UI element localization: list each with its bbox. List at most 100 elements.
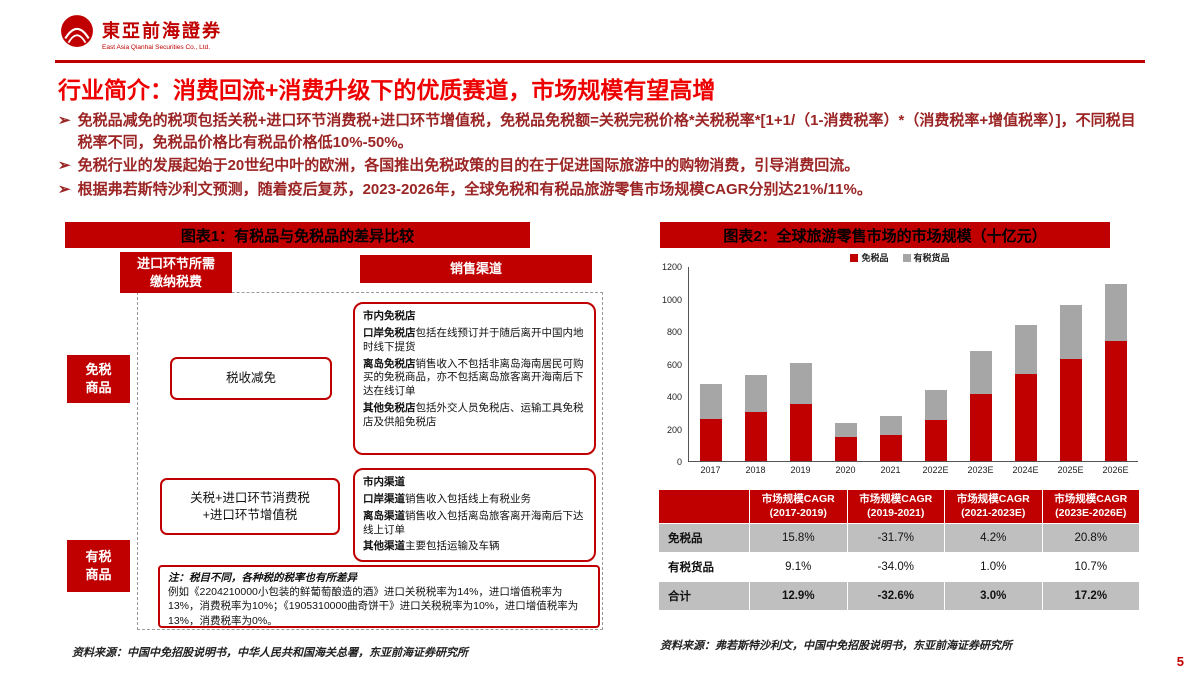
- header-divider: [55, 60, 1145, 63]
- table-cell: 20.8%: [1041, 523, 1140, 554]
- taxed-channel-box: 市内渠道口岸渠道销售收入包括线上有税业务离岛渠道销售收入包括离岛旅客离开海南后下…: [353, 468, 596, 562]
- table-header-cell: 市场规模CAGR (2017-2019): [749, 488, 848, 525]
- bullet-item: ➢ 免税品减免的税项包括关税+进口环节消费税+进口环节增值税，免税品免税额=关税完…: [58, 110, 1148, 154]
- diagram-dashed-frame: [137, 292, 603, 630]
- x-tick-label: 2026E: [1102, 465, 1129, 475]
- import-tax-header-box: 进口环节所需 缴纳税费: [120, 252, 232, 293]
- bullet-text: 免税品减免的税项包括关税+进口环节消费税+进口环节增值税，免税品免税额=关税完税…: [77, 112, 1136, 152]
- bar-segment: [790, 362, 813, 405]
- channel-line: 其他渠道主要包括运输及车辆: [363, 540, 500, 553]
- bar-segment: [1014, 374, 1037, 461]
- bar-segment: [969, 393, 992, 461]
- table-cell: 4.2%: [944, 523, 1043, 554]
- channel-line: 口岸免税店包括在线预订并于随后离开中国内地时线下提货: [363, 326, 584, 353]
- stacked-bar: [745, 374, 768, 461]
- figure2-source: 资料来源：弗若斯特沙利文，中国中免招股说明书，东亚前海证券研究所: [660, 640, 1012, 652]
- y-tick-label: 0: [676, 457, 682, 467]
- table-cell: 17.2%: [1041, 581, 1140, 612]
- bullet-text: 根据弗若斯特沙利文预测，随着疫后复苏，2023-2026年，全球免税和有税品旅游…: [77, 180, 872, 198]
- bar-segment: [924, 419, 947, 461]
- duty-free-tax-box: 税收减免: [170, 357, 332, 400]
- channel-line: 市内免税店: [363, 310, 416, 322]
- bullet-item: ➢ 免税行业的发展起始于20世纪中叶的欧洲，各国推出免税政策的目的在于促进国际旅游…: [58, 155, 1148, 177]
- taxed-goods-label: 有税 商品: [67, 540, 130, 592]
- stacked-bar: [1014, 324, 1037, 461]
- stacked-bar: [1104, 283, 1127, 461]
- note-body: 例如《2204210000小包装的鲜葡萄酿造的酒》进口关税税率为14%，进口增值…: [168, 586, 579, 627]
- bar-segment: [880, 415, 903, 435]
- channel-line: 其他免税店包括外交人员免税店、运输工具免税店及供船免税店: [363, 402, 584, 429]
- bullet-marker-icon: ➢: [58, 112, 71, 129]
- legend-swatch: [902, 253, 911, 262]
- figure2-title-bar: 图表2：全球旅游零售市场的市场规模（十亿元）: [660, 222, 1110, 248]
- bar-segment: [745, 374, 768, 413]
- x-tick-label: 2025E: [1057, 465, 1084, 475]
- x-tick-label: 2024E: [1012, 465, 1039, 475]
- bar-segment: [745, 412, 768, 461]
- bullet-marker-icon: ➢: [58, 157, 71, 175]
- bar-slot: [914, 390, 959, 461]
- channel-line: 口岸渠道销售收入包括线上有税业务: [363, 492, 531, 505]
- x-tick-label: 2023E: [967, 465, 994, 475]
- legend-item: 免税品: [850, 251, 889, 264]
- y-axis: 0 200 400 600 800 1000 1200: [660, 262, 685, 467]
- bar-slot: [869, 415, 914, 461]
- stacked-bar: [924, 390, 947, 461]
- channel-line: 离岛渠道销售收入包括离岛旅客离开海南后下达线上订单: [363, 509, 584, 536]
- brand-subtitle: East Asia Qianhai Securities Co., Ltd.: [102, 43, 211, 51]
- table-cell: 1.0%: [944, 552, 1043, 583]
- chart-legend: 免税品 有税货品: [660, 251, 1140, 264]
- channel-line: 离岛免税店销售收入不包括非离岛海南居民可购买的免税商品，亦不包括离岛旅客离开海南…: [363, 357, 584, 398]
- brand-logo-icon: [60, 14, 94, 53]
- chart-plot: [688, 267, 1138, 462]
- sales-channel-header-box: 销售渠道: [360, 255, 592, 283]
- table-cell: -34.0%: [846, 552, 945, 583]
- bar-slot: [824, 422, 869, 461]
- table-cell: -32.6%: [846, 581, 945, 612]
- bullet-marker-icon: ➢: [58, 180, 71, 198]
- figure1-source: 资料来源：中国中免招股说明书，中华人民共和国海关总署，东亚前海证券研究所: [72, 647, 468, 659]
- y-tick-label: 1200: [661, 262, 682, 272]
- table-cell: 15.8%: [749, 523, 848, 554]
- x-tick-label: 2018: [745, 465, 766, 475]
- brand-header: 東亞前海證券 East Asia Qianhai Securities Co.,…: [60, 14, 222, 53]
- bar-slot: [779, 362, 824, 461]
- bar-slot: [958, 350, 1003, 461]
- note-box: 注：税目不同，各种税的税率也有所差异 例如《2204210000小包装的鲜葡萄酿…: [158, 565, 600, 628]
- row-label-cell: 免税品: [658, 523, 750, 554]
- table-header-cell: 市场规模CAGR (2023E-2026E): [1041, 488, 1140, 525]
- bar-segment: [1014, 324, 1037, 375]
- table-row: 合计 12.9% -32.6% 3.0% 17.2%: [658, 581, 1140, 612]
- bar-slot: [1048, 305, 1093, 461]
- y-tick-label: 600: [666, 359, 682, 370]
- duty-free-channel-box: 市内免税店口岸免税店包括在线预订并于随后离开中国内地时线下提货离岛免税店销售收入…: [353, 302, 596, 455]
- y-tick-label: 800: [666, 327, 682, 337]
- figure1-diagram: 进口环节所需 缴纳税费 销售渠道 免税 商品 税收减免 市内免税店口岸免税店包括…: [65, 248, 610, 643]
- bar-segment: [700, 418, 723, 461]
- table-header-cell: 市场规模CAGR (2019-2021): [846, 488, 945, 525]
- bar-segment: [835, 422, 858, 437]
- bar-segment: [1104, 283, 1127, 341]
- bullet-list: ➢ 免税品减免的税项包括关税+进口环节消费税+进口环节增值税，免税品免税额=关税完…: [58, 110, 1148, 202]
- stacked-bar: [969, 350, 992, 461]
- stacked-bar: [700, 383, 723, 461]
- duty-free-goods-label: 免税 商品: [67, 355, 130, 403]
- table-corner-cell: [658, 488, 750, 525]
- table-header-cell: 市场规模CAGR (2021-2023E): [944, 488, 1043, 525]
- stacked-bar: [1059, 305, 1082, 461]
- bar-slot: [689, 383, 734, 461]
- bar-segment: [1059, 358, 1082, 461]
- table-cell: 3.0%: [944, 581, 1043, 612]
- figure2-chart: 免税品 有税货品 0 200 400 600 800 1000 1200 2017 2018 20…: [660, 251, 1140, 483]
- brand-name: 東亞前海證券: [102, 20, 222, 41]
- y-tick-label: 400: [666, 392, 682, 402]
- stacked-bar: [835, 422, 858, 461]
- channel-line: 市内渠道: [363, 476, 405, 488]
- legend-swatch: [850, 253, 859, 262]
- figure1-title-bar: 图表1：有税品与免税品的差异比较: [65, 222, 530, 248]
- bar-segment: [790, 404, 813, 461]
- bar-segment: [700, 383, 723, 419]
- bullet-text: 免税行业的发展起始于20世纪中叶的欧洲，各国推出免税政策的目的在于促进国际旅游中…: [77, 157, 860, 175]
- table-cell: 12.9%: [749, 581, 848, 612]
- note-title: 注：税目不同，各种税的税率也有所差异: [168, 572, 357, 584]
